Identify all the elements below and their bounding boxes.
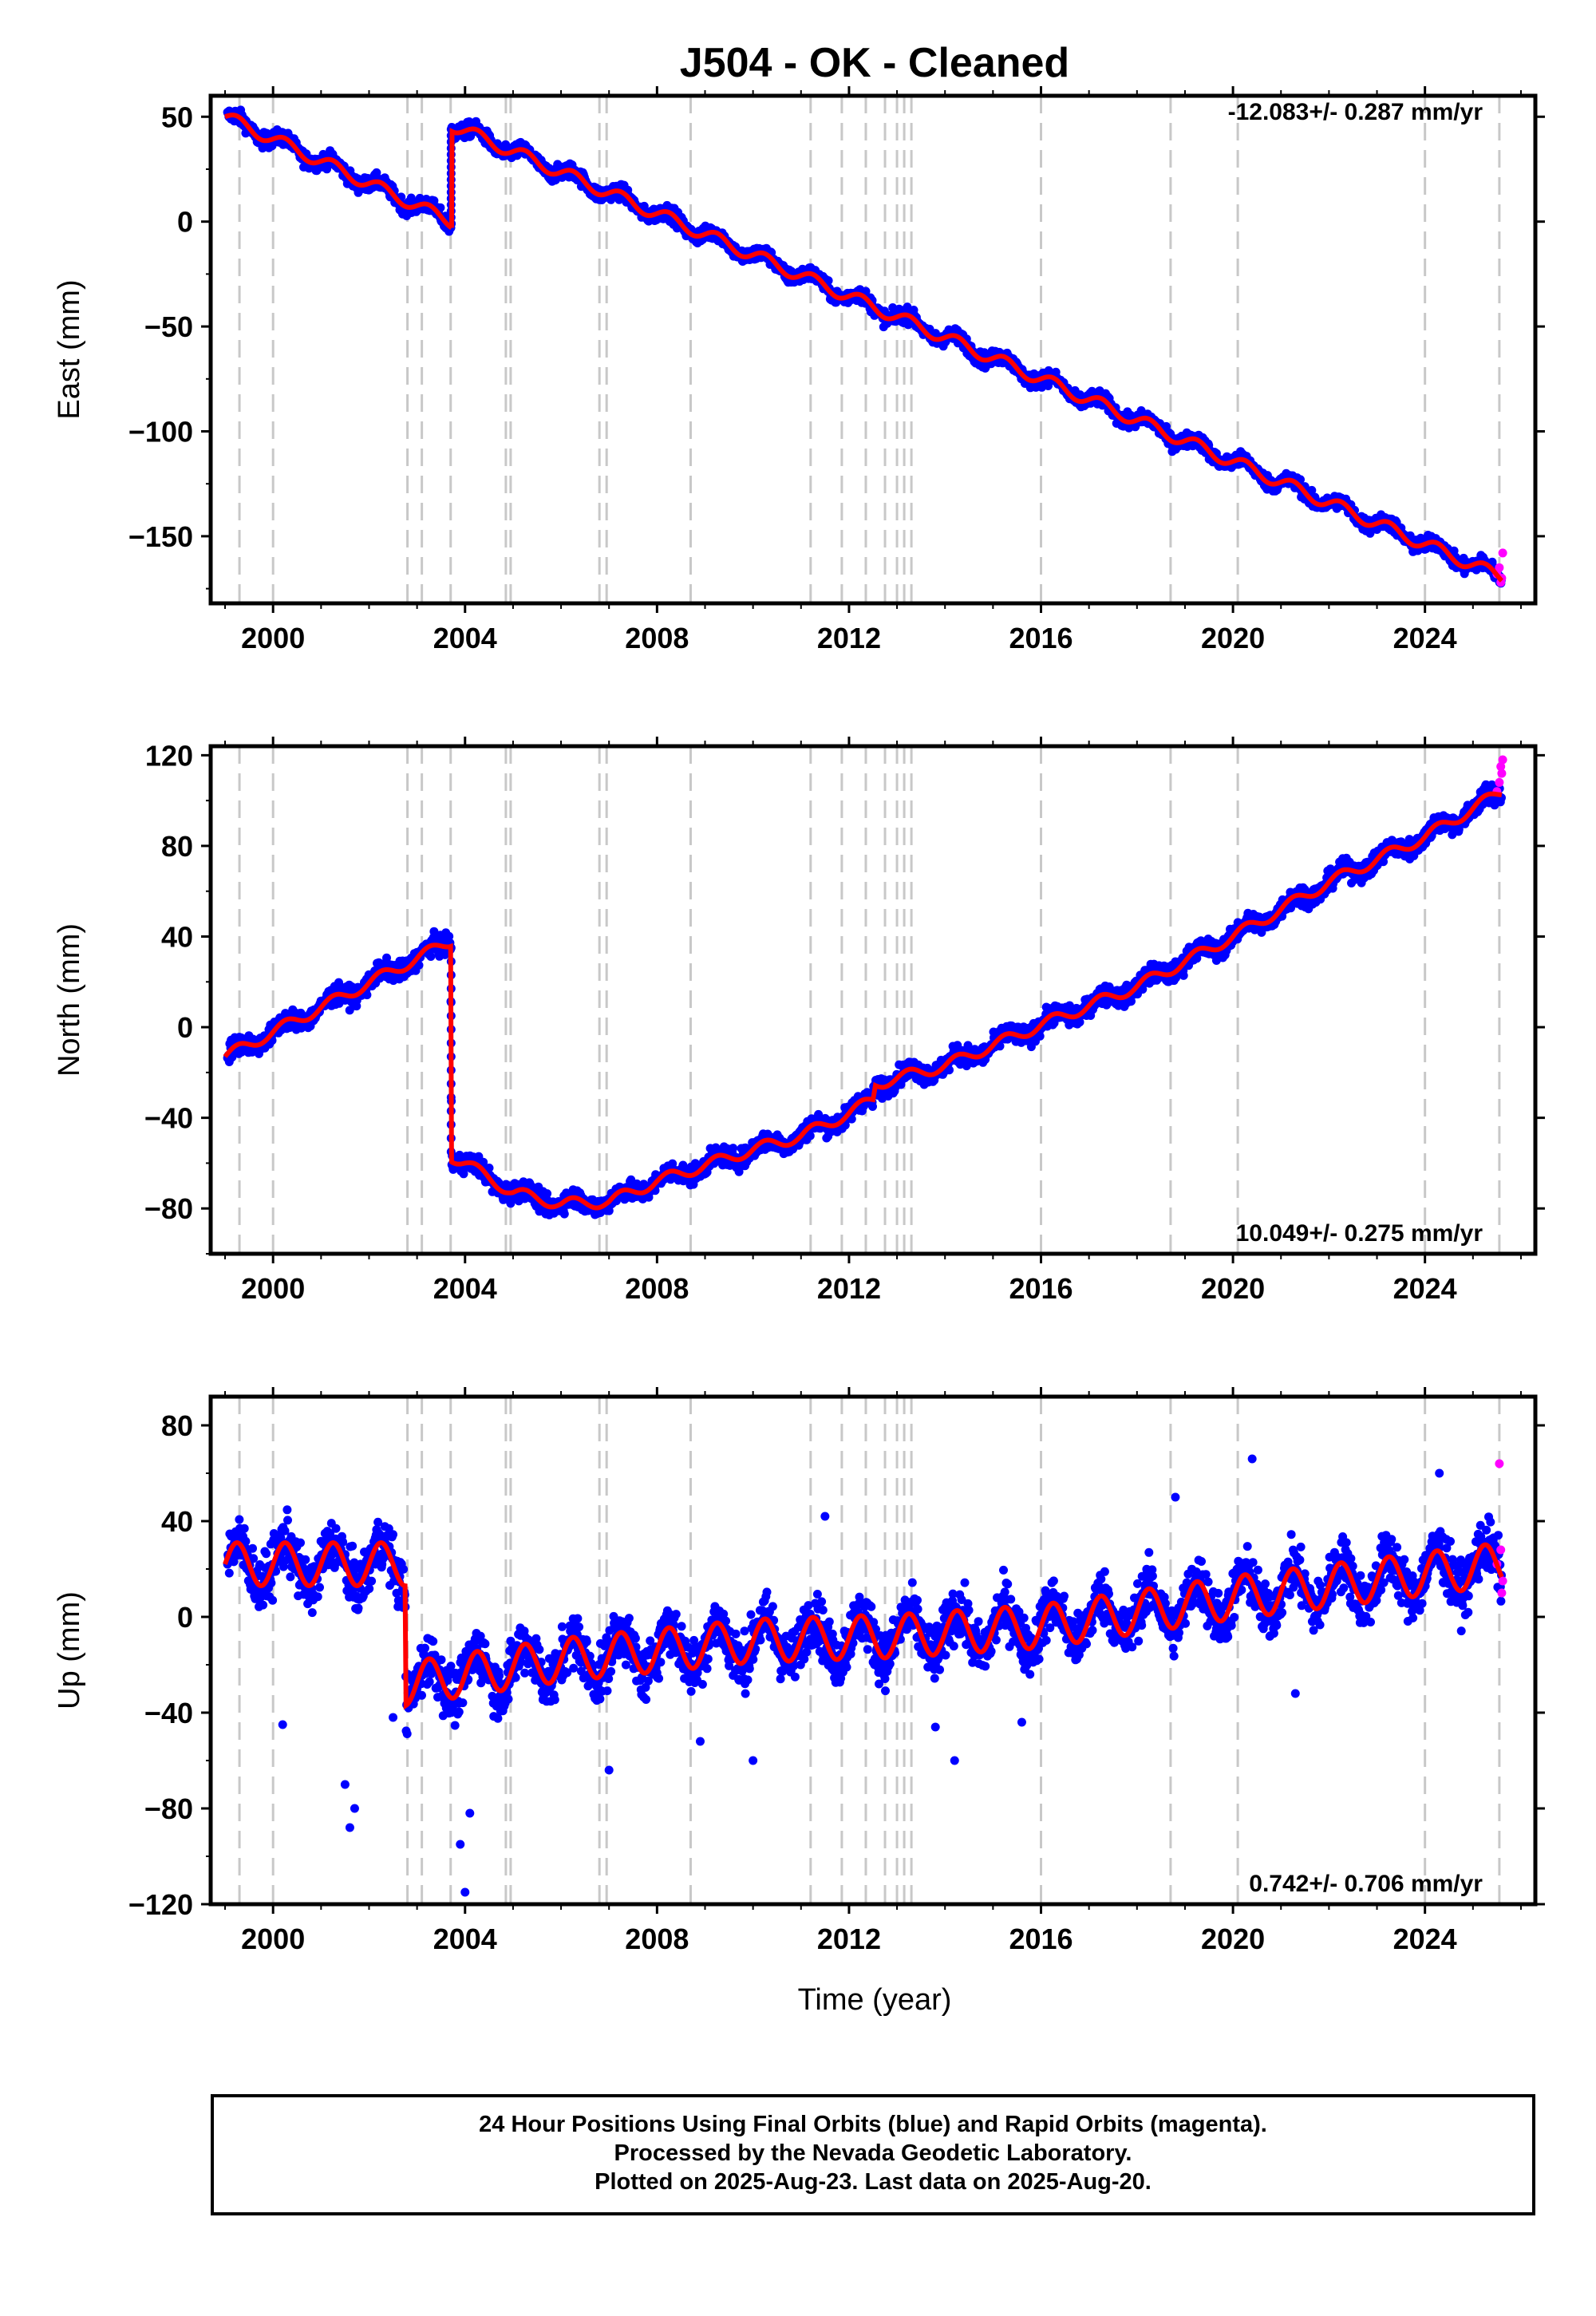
x-tick-label: 2012 xyxy=(817,622,881,654)
data-point xyxy=(1307,485,1317,495)
y-tick-label: −50 xyxy=(144,310,193,343)
east-y-axis-label: East (mm) xyxy=(53,279,86,419)
east-plot-frame xyxy=(208,93,1538,606)
data-point xyxy=(868,1102,877,1111)
east-final-orbit-points xyxy=(223,105,1506,588)
x-tick-label: 2024 xyxy=(1393,622,1457,654)
east-rate-label: -12.083+/- 0.287 mm/yr xyxy=(1228,99,1483,125)
chart-title: J504 - OK - Cleaned xyxy=(680,40,1069,86)
north-event-lines xyxy=(238,746,1501,1254)
y-tick-label: 0 xyxy=(177,206,193,239)
data-point xyxy=(1035,1031,1045,1041)
data-point xyxy=(824,276,833,286)
x-tick-label: 2008 xyxy=(625,622,689,654)
east-event-lines xyxy=(238,96,1501,603)
data-point xyxy=(372,168,381,177)
data-point xyxy=(559,1209,569,1219)
x-tick-label: 2000 xyxy=(241,622,305,654)
data-point xyxy=(426,952,436,961)
x-tick-label: 2020 xyxy=(1201,622,1265,654)
east-x-axis: 2000 2004 2008 2012 2016 2020 2024 xyxy=(224,86,1522,654)
north-final-orbit-points xyxy=(223,780,1506,1219)
rapid-point xyxy=(1498,548,1507,558)
east-y-axis: 50 0 −50 −100 −150 xyxy=(128,101,1545,590)
east-model-line xyxy=(224,113,1504,583)
x-tick-label: 2016 xyxy=(1009,622,1073,654)
y-tick-label: −150 xyxy=(128,520,193,553)
data-point xyxy=(729,1144,738,1153)
x-tick-label: 2004 xyxy=(433,622,497,654)
y-tick-label: 50 xyxy=(161,101,193,133)
rapid-point xyxy=(1495,563,1504,572)
y-tick-label: −100 xyxy=(128,415,193,448)
